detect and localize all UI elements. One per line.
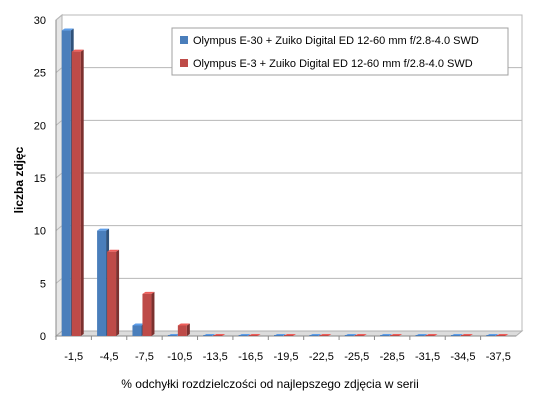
bar-front [344, 335, 354, 336]
bar-top [142, 291, 155, 294]
bar-front [97, 230, 107, 336]
legend-swatch-e3 [180, 59, 188, 67]
bar-e30 [450, 334, 463, 336]
bar-front [167, 335, 177, 336]
bar-e3 [177, 323, 190, 336]
x-tick-label: -34,5 [450, 351, 475, 363]
legend: Olympus E-30 + Zuiko Digital ED 12-60 mm… [171, 27, 509, 76]
bar-front [284, 335, 293, 336]
bar-front [274, 335, 283, 336]
bar-e3 [71, 49, 84, 336]
y-tick-label: 5 [40, 278, 46, 290]
bar-side [116, 249, 120, 336]
bar-side [186, 323, 190, 336]
bar-front [203, 335, 213, 336]
bar-front [107, 251, 117, 336]
bar-e30 [309, 334, 322, 336]
bar-front [496, 335, 506, 336]
bar-front [354, 335, 364, 336]
bar-e3 [390, 334, 403, 336]
y-tick-label: 15 [34, 173, 46, 185]
bar-top [177, 323, 190, 326]
bar-e3 [142, 291, 155, 336]
x-tick-label: -31,5 [415, 351, 440, 363]
x-tick-label: -22,5 [309, 351, 334, 363]
bar-e30 [274, 334, 286, 336]
bar-front [380, 335, 390, 336]
bar-e3 [284, 334, 296, 336]
bar-front [450, 335, 460, 336]
bar-top [107, 249, 120, 252]
bar-front [309, 335, 319, 336]
x-tick-label: -19,5 [273, 351, 298, 363]
legend-box [171, 27, 509, 76]
bar-e3 [460, 334, 473, 336]
x-tick-label: -10,5 [167, 351, 192, 363]
bar-front [425, 335, 435, 336]
x-tick-label: -7,5 [135, 351, 154, 363]
bar-front [142, 293, 152, 336]
bar-e30 [486, 334, 499, 336]
y-tick-label: 0 [40, 331, 46, 343]
bar-front [71, 51, 81, 336]
bars [61, 28, 509, 337]
y-axis-title: liczba zdjęc [12, 146, 26, 213]
bar-e3 [354, 334, 367, 336]
bar-side [80, 49, 84, 336]
gridline [55, 14, 522, 21]
y-tick-label: 30 [34, 15, 46, 27]
bar-e30 [167, 334, 180, 336]
bar-front [238, 335, 248, 336]
x-tick-label: -1,5 [64, 351, 83, 363]
x-tick-label: -16,5 [238, 351, 263, 363]
bar-e30 [203, 334, 216, 336]
bar-top [132, 323, 145, 326]
bar-e3 [425, 334, 438, 336]
x-tick-label: -4,5 [100, 351, 119, 363]
bar-top [61, 28, 74, 31]
bar-top [97, 228, 110, 231]
bar-e3 [107, 249, 120, 336]
bar-e30 [380, 334, 393, 336]
x-tick-label: -25,5 [344, 351, 369, 363]
legend-entry-e3: Olympus E-3 + Zuiko Digital ED 12-60 mm … [193, 58, 473, 70]
bar-e3 [248, 334, 261, 336]
x-axis-title: % odchyłki rozdzielczości od najlepszego… [121, 377, 418, 391]
bar-e3 [496, 334, 509, 336]
bar-e3 [213, 334, 226, 336]
bar-front [132, 325, 142, 336]
y-tick-label: 20 [34, 120, 46, 132]
x-tick-label: -28,5 [380, 351, 405, 363]
bar-front [319, 335, 329, 336]
bar-front [177, 325, 187, 336]
bar-e30 [344, 334, 357, 336]
bar-front [486, 335, 496, 336]
bar-front [213, 335, 223, 336]
bar-top [71, 49, 84, 52]
bar-front [460, 335, 470, 336]
bar-front [415, 335, 425, 336]
bar-front [61, 30, 71, 337]
bar-e30 [238, 334, 251, 336]
bar-e3 [319, 334, 332, 336]
x-tick-label: -13,5 [203, 351, 228, 363]
y-tick-label: 10 [34, 226, 46, 238]
bar-front [248, 335, 258, 336]
bar-side [151, 291, 155, 336]
bar-e30 [415, 334, 428, 336]
legend-swatch-e30 [180, 36, 188, 44]
legend-entry-e30: Olympus E-30 + Zuiko Digital ED 12-60 mm… [193, 35, 479, 47]
x-tick-label: -37,5 [486, 351, 511, 363]
y-tick-label: 25 [34, 68, 46, 80]
bar-front [390, 335, 400, 336]
